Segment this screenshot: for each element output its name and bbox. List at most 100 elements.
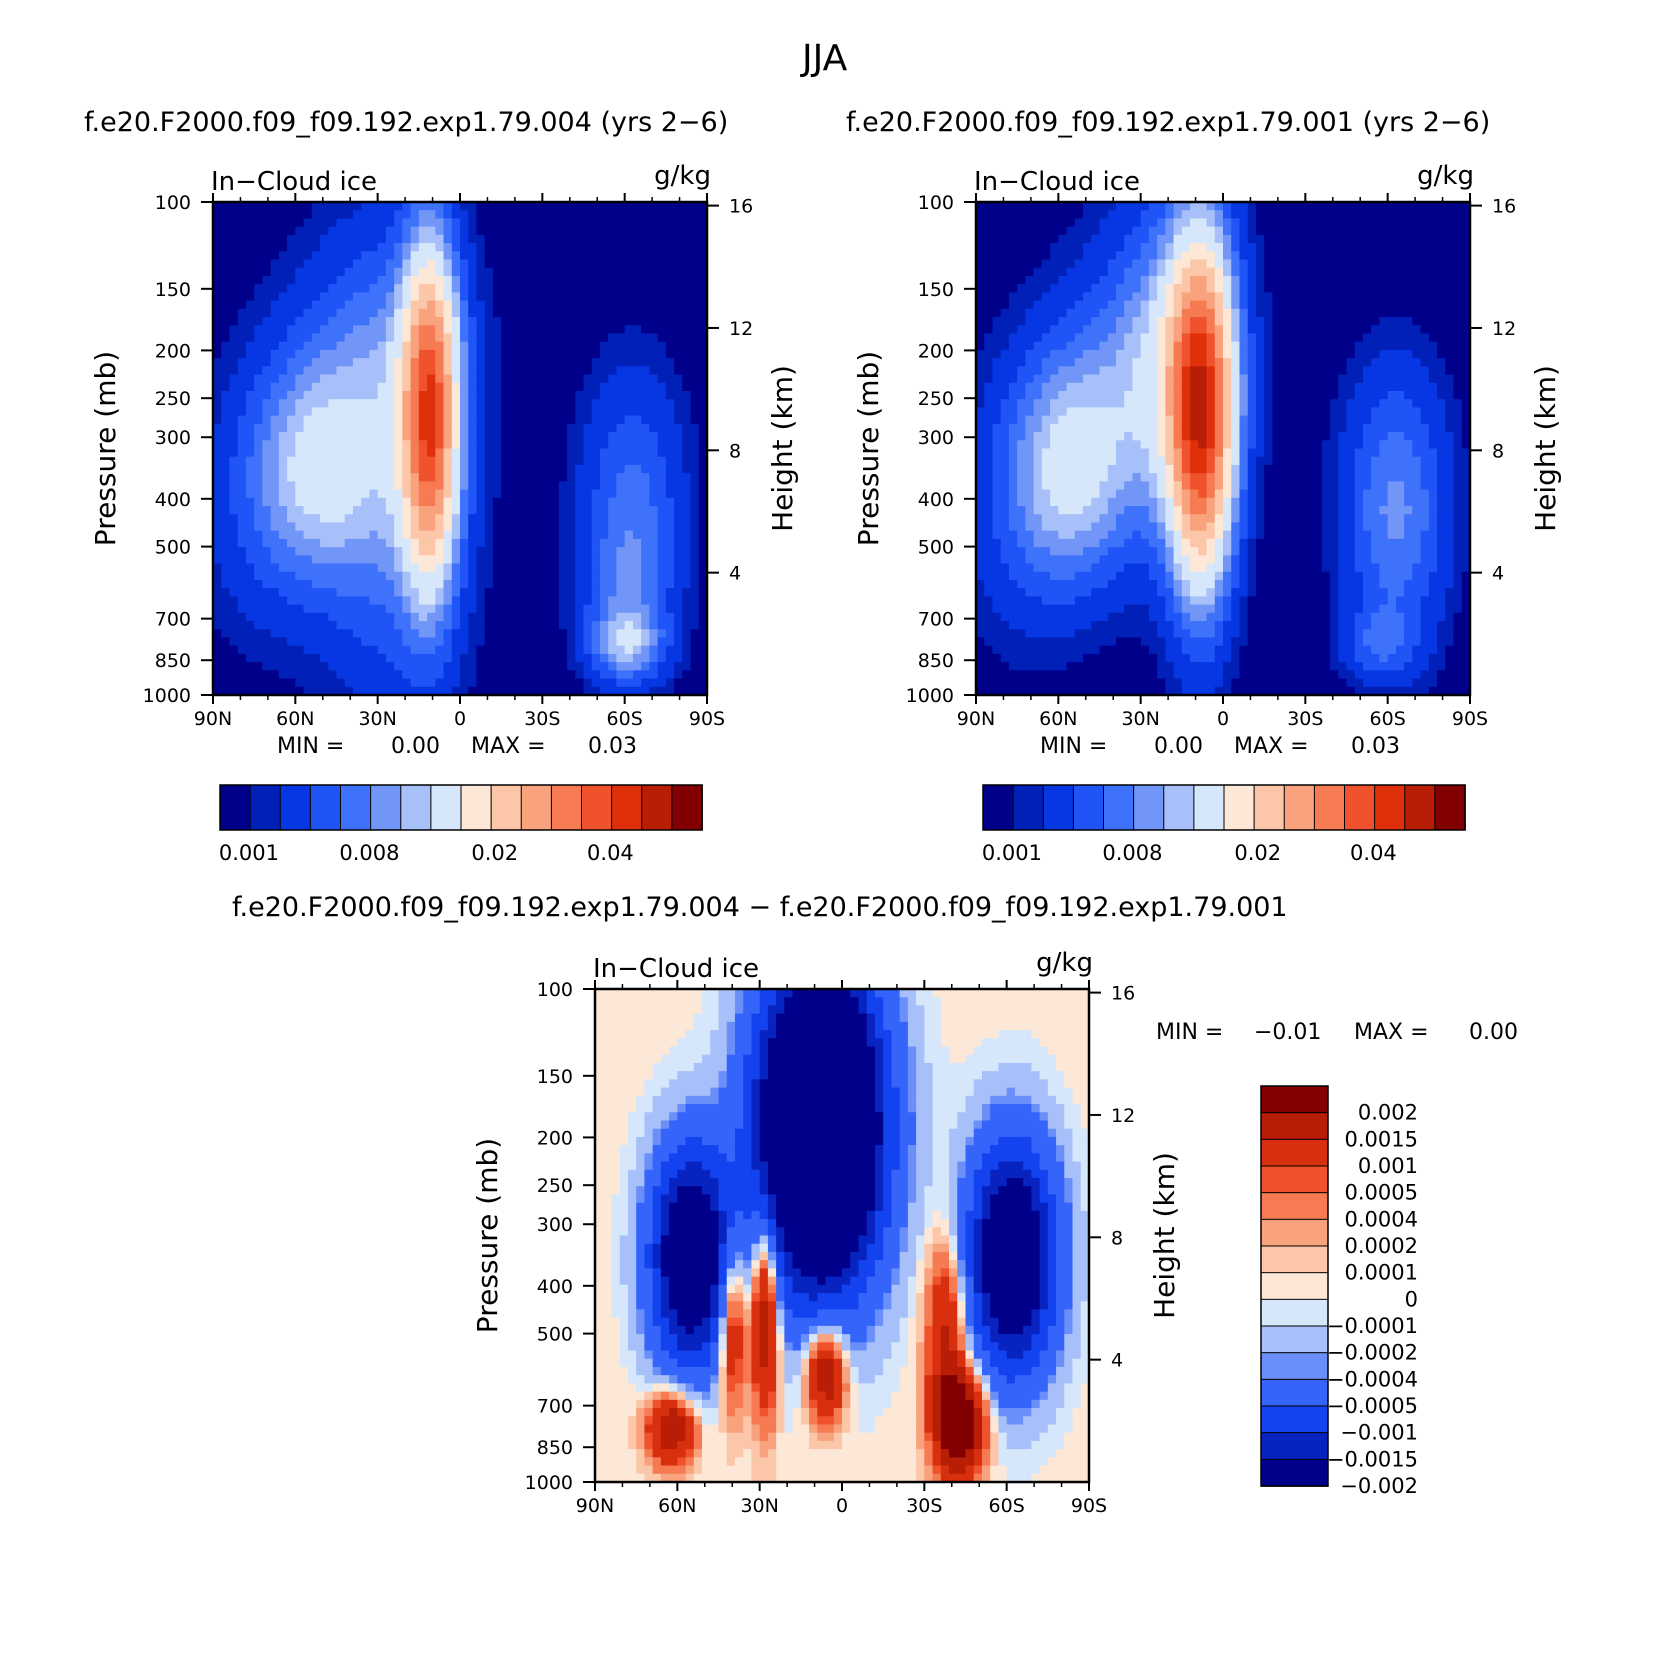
field-cell — [468, 522, 478, 532]
field-cell — [583, 481, 593, 491]
field-cell — [608, 317, 618, 326]
field-cell — [287, 571, 296, 581]
field-cell — [641, 670, 650, 680]
field-cell — [567, 538, 576, 548]
field-cell — [649, 563, 659, 573]
field-cell — [1362, 202, 1372, 211]
field-cell — [402, 464, 412, 474]
field-cell — [632, 440, 642, 450]
field-cell — [287, 423, 296, 433]
field-cell — [484, 399, 494, 409]
field-cell — [1157, 317, 1166, 326]
field-cell — [320, 473, 329, 482]
field-cell — [270, 374, 280, 384]
field-cell — [213, 390, 222, 400]
field-cell — [492, 292, 502, 302]
field-cell — [287, 489, 296, 499]
field-cell — [295, 514, 305, 524]
field-cell — [657, 571, 667, 581]
field-cell — [303, 341, 313, 351]
field-cell — [254, 481, 263, 491]
field-cell — [657, 456, 667, 466]
field-cell — [443, 333, 453, 343]
field-cell — [213, 563, 222, 573]
field-cell — [517, 456, 527, 466]
field-cell — [550, 604, 560, 614]
field-cell — [509, 506, 519, 515]
field-cell — [270, 612, 280, 622]
field-cell — [336, 251, 346, 261]
field-cell — [1395, 349, 1405, 359]
field-cell — [427, 670, 436, 680]
field-cell — [270, 464, 280, 474]
field-cell — [377, 538, 387, 548]
field-cell — [468, 210, 478, 220]
field-cell — [460, 555, 469, 565]
field-cell — [509, 358, 519, 367]
field-cell — [1395, 243, 1405, 252]
field-cell — [1173, 317, 1183, 326]
field-cell — [311, 284, 321, 293]
field-cell — [624, 284, 634, 293]
field-cell — [665, 530, 675, 540]
field-cell — [649, 423, 659, 433]
field-cell — [336, 464, 346, 474]
field-cell — [237, 629, 247, 639]
field-cell — [476, 407, 486, 417]
field-cell — [641, 481, 650, 491]
field-cell — [1181, 341, 1191, 351]
field-cell — [352, 686, 362, 696]
field-cell — [542, 308, 552, 318]
field-cell — [1124, 292, 1134, 302]
field-cell — [1437, 259, 1446, 269]
field-cell — [287, 464, 296, 474]
field-cell — [501, 473, 510, 482]
field-cell — [1264, 234, 1273, 244]
field-cell — [295, 234, 305, 244]
field-cell — [295, 423, 305, 433]
field-cell — [501, 481, 510, 491]
field-cell — [624, 629, 634, 639]
field-cell — [344, 440, 354, 450]
field-cell — [698, 670, 708, 680]
field-cell — [509, 547, 519, 556]
field-cell — [641, 251, 650, 261]
field-cell — [213, 621, 222, 630]
field-cell — [328, 407, 338, 417]
field-cell — [245, 308, 255, 318]
field-cell — [624, 218, 634, 228]
field-cell — [534, 448, 543, 458]
field-cell — [245, 522, 255, 532]
field-cell — [492, 530, 502, 540]
field-cell — [1017, 358, 1026, 367]
field-cell — [385, 481, 395, 491]
field-cell — [402, 423, 412, 433]
field-cell — [1140, 267, 1150, 277]
field-cell — [451, 637, 461, 647]
field-cell — [369, 506, 379, 515]
field-cell — [1050, 275, 1059, 285]
field-cell — [567, 308, 576, 318]
field-cell — [1025, 226, 1035, 236]
field-cell — [245, 670, 255, 680]
field-cell — [641, 473, 650, 482]
field-cell — [320, 358, 329, 367]
field-cell — [303, 399, 313, 409]
field-cell — [418, 489, 428, 499]
field-cell — [492, 432, 502, 441]
field-cell — [287, 349, 296, 359]
field-cell — [435, 382, 445, 392]
field-cell — [1206, 210, 1216, 220]
field-cell — [1313, 234, 1323, 244]
field-cell — [237, 292, 247, 302]
field-cell — [418, 506, 428, 515]
field-cell — [418, 407, 428, 417]
field-cell — [641, 506, 650, 515]
field-cell — [451, 514, 461, 524]
field-cell — [550, 300, 560, 310]
field-cell — [1371, 275, 1381, 285]
field-cell — [369, 218, 379, 228]
field-cell — [320, 300, 329, 310]
field-cell — [984, 202, 994, 211]
field-cell — [674, 218, 683, 228]
